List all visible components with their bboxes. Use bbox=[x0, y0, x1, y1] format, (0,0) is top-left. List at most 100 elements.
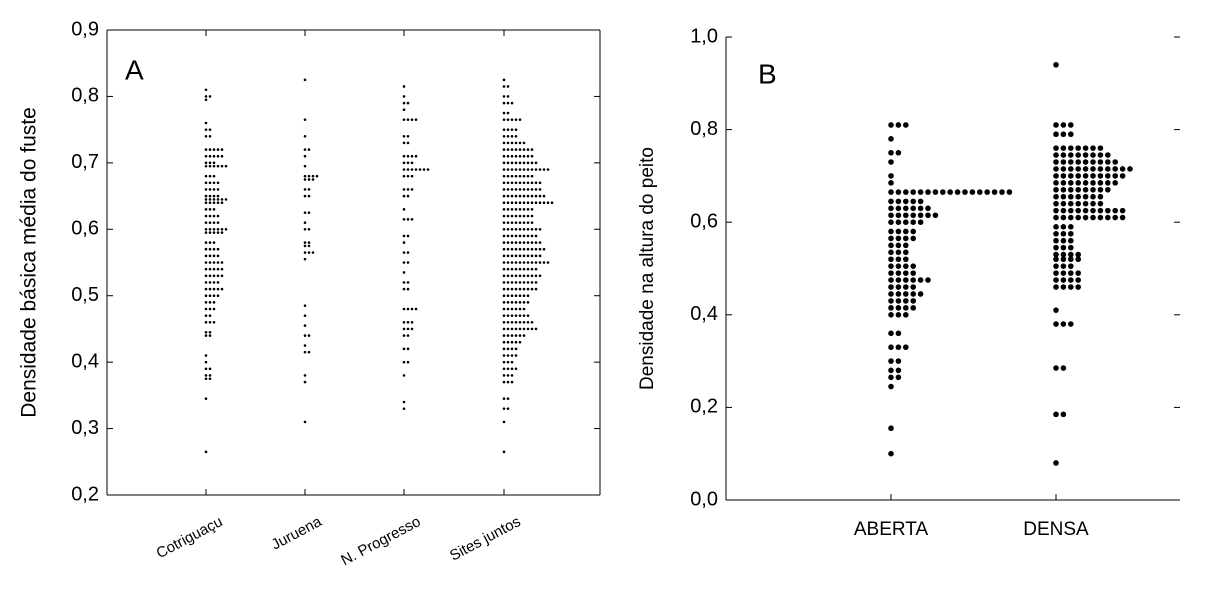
dot bbox=[510, 287, 514, 291]
dot bbox=[402, 134, 406, 138]
dot bbox=[220, 287, 224, 291]
dot bbox=[518, 261, 522, 264]
dot bbox=[1097, 200, 1104, 207]
dot bbox=[216, 201, 220, 205]
dot bbox=[903, 212, 909, 219]
dot bbox=[910, 198, 916, 205]
dot bbox=[307, 148, 311, 151]
dot bbox=[1060, 321, 1067, 327]
dot bbox=[307, 178, 311, 181]
dot bbox=[530, 287, 534, 291]
dot bbox=[534, 168, 538, 171]
dot bbox=[518, 254, 522, 258]
dot bbox=[208, 231, 212, 234]
dot bbox=[303, 221, 307, 224]
dot bbox=[406, 134, 410, 138]
dot bbox=[526, 254, 530, 258]
dot bbox=[311, 178, 315, 181]
dot bbox=[522, 281, 526, 284]
dot bbox=[1053, 152, 1059, 158]
dot bbox=[888, 383, 894, 390]
dot bbox=[895, 277, 902, 283]
y-tick-label: 0,7 bbox=[71, 151, 99, 173]
dot bbox=[212, 241, 216, 244]
dot bbox=[1068, 207, 1074, 214]
dot bbox=[514, 354, 518, 357]
dot bbox=[530, 227, 534, 231]
dot bbox=[212, 287, 216, 291]
dot bbox=[212, 194, 216, 198]
dot bbox=[402, 320, 406, 324]
dot bbox=[204, 267, 208, 271]
dot bbox=[1053, 145, 1059, 151]
dot bbox=[534, 161, 538, 165]
dot bbox=[502, 267, 506, 271]
dot bbox=[216, 287, 220, 291]
dot bbox=[1090, 173, 1096, 179]
dot bbox=[502, 247, 506, 251]
dot bbox=[303, 241, 307, 244]
dot bbox=[426, 168, 430, 171]
dot bbox=[502, 134, 506, 138]
dot bbox=[514, 174, 518, 178]
dot bbox=[208, 148, 212, 151]
dot bbox=[999, 189, 1005, 195]
dot bbox=[1053, 263, 1059, 269]
dot bbox=[522, 274, 526, 278]
dot bbox=[402, 261, 406, 264]
dot bbox=[506, 281, 510, 284]
dot bbox=[510, 234, 514, 238]
dot bbox=[903, 122, 909, 128]
dot bbox=[402, 188, 406, 191]
dot bbox=[1060, 411, 1067, 418]
dot bbox=[534, 201, 538, 205]
dot bbox=[224, 227, 228, 231]
dot bbox=[542, 168, 546, 171]
y-tick-label: 0,5 bbox=[71, 284, 99, 306]
dot bbox=[1090, 214, 1096, 221]
dot bbox=[895, 249, 902, 256]
dot bbox=[502, 450, 506, 454]
dot bbox=[530, 254, 534, 258]
dot bbox=[925, 212, 931, 219]
category-label: N. Progresso bbox=[338, 513, 423, 569]
dot bbox=[1053, 61, 1059, 68]
dot bbox=[522, 161, 526, 165]
dot bbox=[1053, 284, 1059, 290]
dot bbox=[518, 287, 522, 291]
dot bbox=[506, 374, 510, 377]
dot bbox=[208, 221, 212, 224]
dot bbox=[895, 358, 902, 364]
dot bbox=[1060, 200, 1067, 207]
dot bbox=[895, 205, 902, 212]
dot bbox=[204, 214, 208, 218]
dot bbox=[307, 194, 311, 198]
dot bbox=[910, 270, 916, 276]
dot bbox=[1006, 189, 1013, 195]
dot bbox=[307, 188, 311, 191]
dot bbox=[502, 420, 506, 424]
dot bbox=[1082, 200, 1089, 207]
dot bbox=[1075, 284, 1081, 290]
dot bbox=[414, 168, 418, 171]
dot bbox=[506, 287, 510, 291]
dot bbox=[903, 291, 909, 297]
dot bbox=[220, 154, 224, 158]
dot bbox=[406, 161, 410, 165]
dot bbox=[303, 251, 307, 254]
category-label: ABERTA bbox=[854, 519, 929, 540]
dot bbox=[406, 218, 410, 221]
dot bbox=[538, 188, 542, 191]
dot bbox=[208, 194, 212, 198]
dot bbox=[307, 251, 311, 254]
dot bbox=[402, 347, 406, 351]
dot bbox=[204, 227, 208, 231]
dot bbox=[208, 128, 212, 131]
dot bbox=[311, 251, 315, 254]
dot bbox=[888, 189, 894, 195]
dot bbox=[402, 360, 406, 364]
dot bbox=[303, 324, 307, 327]
dot bbox=[303, 314, 307, 317]
dot bbox=[1053, 256, 1059, 263]
dot bbox=[204, 154, 208, 158]
